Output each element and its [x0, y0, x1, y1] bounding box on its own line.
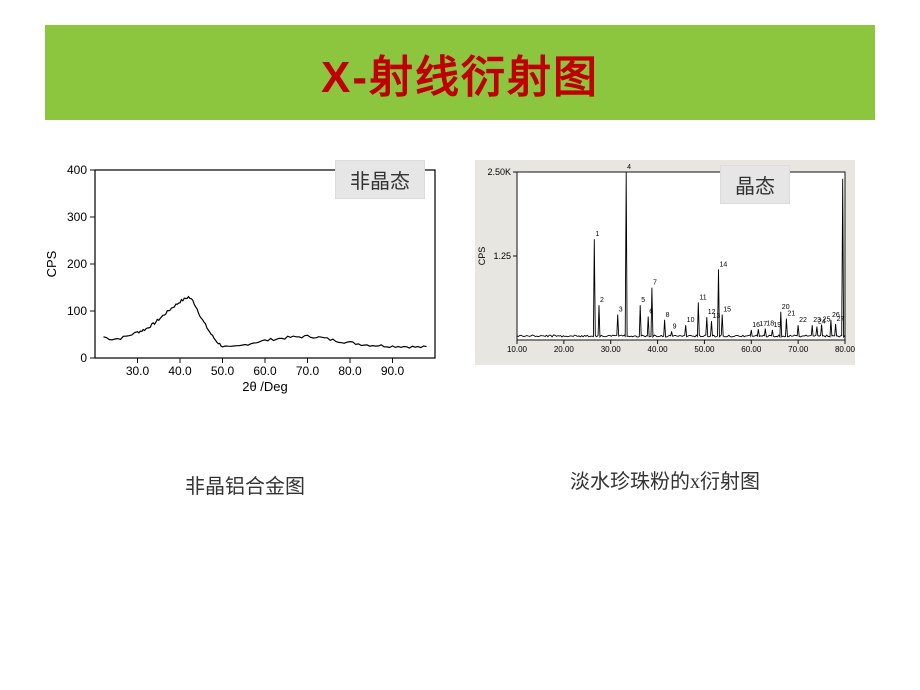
svg-text:5: 5 [641, 297, 645, 304]
svg-text:1.25: 1.25 [493, 251, 511, 261]
svg-text:4: 4 [627, 164, 631, 171]
crystalline-xrd-chart: 1.25 2.50K CPS 10.00 20.00 30.00 40.00 50.00 60.… [475, 160, 855, 365]
svg-text:15: 15 [723, 306, 731, 313]
title-prefix: X- [321, 53, 369, 102]
svg-text:90.0: 90.0 [381, 364, 405, 378]
svg-text:10: 10 [687, 317, 695, 324]
svg-text:3: 3 [619, 306, 623, 313]
svg-text:40.00: 40.00 [648, 345, 669, 354]
svg-text:400: 400 [67, 163, 87, 177]
svg-text:70.0: 70.0 [296, 364, 320, 378]
svg-text:50.00: 50.00 [694, 345, 715, 354]
svg-text:70.00: 70.00 [788, 345, 809, 354]
svg-text:21: 21 [787, 310, 795, 317]
title-bar: X-射线衍射图 [45, 25, 875, 120]
svg-text:1: 1 [595, 231, 599, 238]
svg-text:300: 300 [67, 210, 87, 224]
svg-text:9: 9 [673, 323, 677, 330]
title-main: 射线衍射图 [369, 53, 599, 102]
svg-text:80.00: 80.00 [835, 345, 855, 354]
svg-text:60.0: 60.0 [253, 364, 277, 378]
svg-text:7: 7 [653, 280, 657, 287]
svg-text:14: 14 [719, 261, 727, 268]
svg-text:2θ /Deg: 2θ /Deg [242, 379, 288, 394]
svg-text:30.00: 30.00 [601, 345, 622, 354]
svg-text:100: 100 [67, 304, 87, 318]
svg-text:200: 200 [67, 257, 87, 271]
svg-text:80.0: 80.0 [338, 364, 362, 378]
svg-text:CPS: CPS [44, 250, 59, 277]
svg-text:2.50K: 2.50K [487, 167, 511, 177]
svg-text:2: 2 [600, 297, 604, 304]
svg-text:40.0: 40.0 [168, 364, 192, 378]
amorphous-tag: 非晶态 [335, 160, 425, 199]
svg-text:CPS: CPS [477, 247, 487, 266]
svg-text:22: 22 [799, 317, 807, 324]
svg-text:8: 8 [666, 312, 670, 319]
svg-text:20.00: 20.00 [554, 345, 575, 354]
svg-text:60.00: 60.00 [741, 345, 762, 354]
svg-text:50.0: 50.0 [211, 364, 235, 378]
left-caption: 非晶铝合金图 [185, 470, 305, 499]
svg-text:25: 25 [823, 317, 831, 324]
svg-text:0: 0 [80, 351, 87, 365]
slide: X-射线衍射图 0 100 200 300 400 30.0 40.0 50.0 60.0 70.… [0, 0, 920, 690]
svg-text:10.00: 10.00 [507, 345, 528, 354]
crystalline-tag: 晶态 [720, 165, 790, 204]
svg-text:11: 11 [699, 294, 706, 301]
page-title: X-射线衍射图 [321, 41, 599, 105]
svg-text:30.0: 30.0 [126, 364, 150, 378]
right-caption: 淡水珍珠粉的x衍射图 [570, 465, 760, 494]
